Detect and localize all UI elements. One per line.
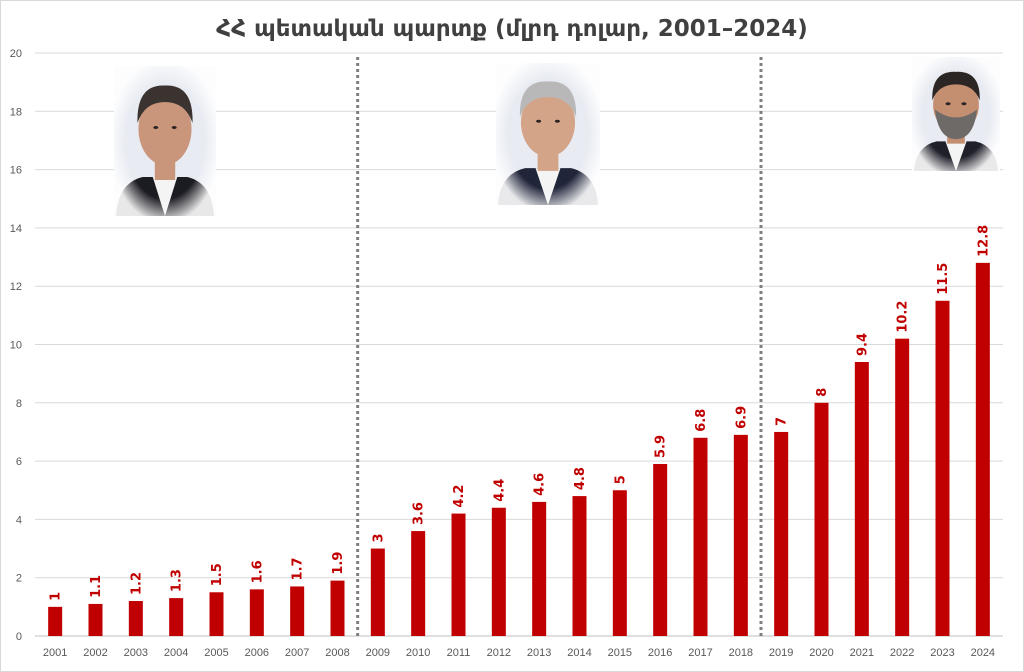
y-tick-label: 10 — [10, 340, 22, 352]
bar — [612, 490, 627, 636]
portrait-photo — [496, 63, 600, 205]
portrait-photo — [114, 66, 216, 216]
bar — [733, 434, 748, 636]
bar — [451, 513, 466, 636]
x-tick-label: 2006 — [245, 647, 269, 659]
x-tick-label: 2003 — [124, 647, 148, 659]
data-label: 1.1 — [89, 575, 104, 598]
x-tick-label: 2004 — [164, 647, 188, 659]
data-label: 9.4 — [855, 333, 870, 356]
x-tick-label: 2017 — [688, 647, 712, 659]
y-tick-label: 6 — [16, 456, 22, 468]
data-label: 5.9 — [654, 435, 669, 458]
x-tick-label: 2016 — [648, 647, 672, 659]
x-tick-label: 2009 — [366, 647, 390, 659]
bar — [653, 464, 668, 636]
bar — [169, 598, 184, 636]
x-tick-label: 2005 — [204, 647, 228, 659]
x-tick-label: 2020 — [809, 647, 833, 659]
x-tick-label: 2002 — [83, 647, 107, 659]
data-label: 4.6 — [533, 473, 548, 496]
data-label: 1.5 — [210, 563, 225, 586]
x-tick-label: 2024 — [971, 647, 995, 659]
data-label: 1 — [49, 592, 64, 601]
y-tick-label: 2 — [16, 573, 22, 585]
bar — [491, 507, 506, 636]
x-tick-label: 2008 — [325, 647, 349, 659]
data-label: 1.3 — [170, 569, 185, 592]
x-tick-label: 2010 — [406, 647, 430, 659]
portrait-photo — [912, 57, 1000, 171]
y-tick-label: 0 — [16, 631, 22, 643]
x-tick-label: 2001 — [43, 647, 67, 659]
data-label: 11.5 — [936, 263, 951, 295]
bar — [935, 300, 950, 636]
data-label: 1.2 — [129, 572, 144, 595]
x-tick-label: 2015 — [608, 647, 632, 659]
data-label: 1.6 — [250, 560, 265, 583]
x-tick-label: 2013 — [527, 647, 551, 659]
x-tick-label: 2022 — [890, 647, 914, 659]
data-label: 4.8 — [573, 467, 588, 490]
data-label: 1.9 — [331, 552, 346, 575]
y-tick-label: 12 — [10, 281, 22, 293]
data-label: 12.8 — [976, 225, 991, 257]
chart-title: ՀՀ պետական պարտք (մլրդ դոլար, 2001–2024) — [216, 16, 808, 42]
data-label: 7 — [775, 417, 790, 426]
bar — [209, 592, 224, 636]
data-label: 6.9 — [734, 406, 749, 429]
x-tick-label: 2023 — [930, 647, 954, 659]
bar — [370, 548, 385, 636]
bar — [895, 338, 910, 636]
x-tick-label: 2019 — [769, 647, 793, 659]
x-tick-label: 2018 — [729, 647, 753, 659]
bar — [249, 589, 264, 636]
y-tick-label: 14 — [10, 223, 22, 235]
bar — [572, 496, 587, 636]
bar — [774, 431, 789, 636]
bar — [854, 361, 869, 636]
bar — [128, 601, 143, 636]
bar — [290, 586, 305, 636]
data-label: 5 — [613, 475, 628, 484]
bar — [814, 402, 829, 636]
data-label: 3 — [371, 534, 386, 543]
x-tick-label: 2014 — [567, 647, 591, 659]
data-label: 1.7 — [291, 557, 306, 580]
y-tick-label: 16 — [10, 165, 22, 177]
bar — [48, 606, 63, 636]
bar — [330, 580, 345, 636]
data-label: 3.6 — [412, 502, 427, 525]
x-tick-label: 2011 — [447, 647, 471, 659]
data-label: 6.8 — [694, 409, 709, 432]
data-label: 8 — [815, 388, 830, 397]
data-label: 4.2 — [452, 485, 467, 508]
y-tick-label: 18 — [10, 106, 22, 118]
y-tick-label: 4 — [16, 514, 22, 526]
x-tick-label: 2007 — [285, 647, 309, 659]
bar — [411, 531, 426, 636]
y-tick-label: 20 — [10, 48, 22, 60]
bar — [532, 501, 547, 636]
bar — [693, 437, 708, 636]
x-tick-label: 2021 — [850, 647, 874, 659]
bar — [88, 603, 103, 636]
x-tick-label: 2012 — [487, 647, 511, 659]
data-label: 10.2 — [896, 301, 911, 333]
bar — [975, 262, 990, 636]
data-label: 4.4 — [492, 479, 507, 502]
y-tick-label: 8 — [16, 398, 22, 410]
